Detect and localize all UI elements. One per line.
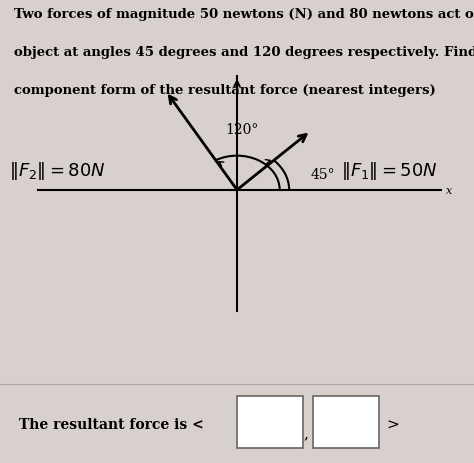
Text: component form of the resultant force (nearest integers): component form of the resultant force (n…	[14, 83, 436, 96]
Text: Two forces of magnitude 50 newtons (N) and 80 newtons act on an: Two forces of magnitude 50 newtons (N) a…	[14, 7, 474, 20]
Text: x: x	[446, 186, 452, 196]
Text: 120°: 120°	[225, 123, 258, 137]
Text: >: >	[386, 419, 399, 432]
Bar	[313, 396, 379, 448]
Text: 45°: 45°	[310, 168, 335, 181]
Text: $\Vert F_2\Vert=80N$: $\Vert F_2\Vert=80N$	[9, 160, 106, 182]
Text: ,: ,	[304, 427, 309, 441]
Text: The resultant force is <: The resultant force is <	[19, 419, 204, 432]
Bar	[237, 396, 303, 448]
Text: $\Vert F_1\Vert=50N$: $\Vert F_1\Vert=50N$	[341, 160, 438, 182]
Text: object at angles 45 degrees and 120 degrees respectively. Find the: object at angles 45 degrees and 120 degr…	[14, 45, 474, 58]
